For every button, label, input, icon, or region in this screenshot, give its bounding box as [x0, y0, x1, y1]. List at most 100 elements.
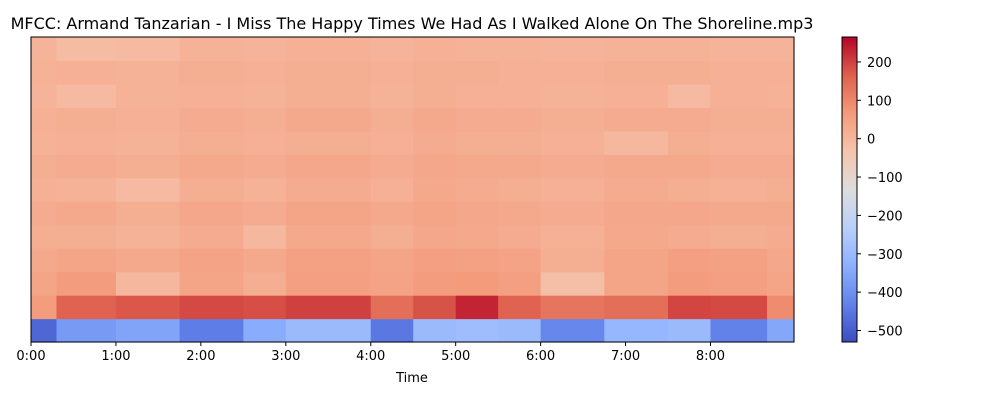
heatmap-cell: [31, 130, 58, 155]
heatmap-cell: [413, 60, 457, 85]
heatmap-cell: [604, 271, 669, 296]
heatmap-cell: [179, 201, 244, 226]
heatmap-cell: [285, 271, 372, 296]
heatmap-cell: [285, 177, 372, 202]
plot-frame: [30, 36, 795, 343]
heatmap-cell: [179, 83, 244, 108]
heatmap-cell: [31, 271, 58, 296]
colorbar: [841, 36, 858, 343]
heatmap-cell: [179, 177, 244, 202]
heatmap-cell: [498, 248, 542, 273]
heatmap-cell: [285, 154, 372, 179]
heatmap-cell: [668, 318, 712, 343]
heatmap-cell: [243, 224, 287, 249]
heatmap-cell: [56, 177, 117, 202]
heatmap-cell: [243, 130, 287, 155]
heatmap-cell: [285, 248, 372, 273]
heatmap-cell: [370, 295, 414, 320]
heatmap-cell: [370, 177, 414, 202]
heatmap-cell: [710, 37, 768, 62]
heatmap-cell: [767, 271, 795, 296]
heatmap-cell: [31, 295, 58, 320]
heatmap-cell: [498, 224, 542, 249]
heatmap-cell: [604, 224, 669, 249]
heatmap-cell: [604, 107, 669, 132]
heatmap-cell: [243, 248, 287, 273]
heatmap-cell: [498, 295, 542, 320]
heatmap-cell: [285, 60, 372, 85]
heatmap-cell: [179, 318, 244, 343]
heatmap-cell: [179, 295, 244, 320]
heatmap-cell: [56, 107, 117, 132]
heatmap-cell: [31, 318, 58, 343]
heatmap-cell: [285, 295, 372, 320]
heatmap-cell: [668, 224, 712, 249]
heatmap-cell: [243, 271, 287, 296]
heatmap-cell: [540, 154, 605, 179]
heatmap-cell: [710, 130, 768, 155]
heatmap-cell: [413, 177, 457, 202]
heatmap-cell: [455, 177, 499, 202]
heatmap-cell: [413, 130, 457, 155]
heatmap-cell: [413, 248, 457, 273]
heatmap-cell: [710, 295, 768, 320]
heatmap-cell: [413, 154, 457, 179]
heatmap-cell: [710, 177, 768, 202]
heatmap-cell: [455, 248, 499, 273]
heatmap-cell: [455, 83, 499, 108]
heatmap-cell: [370, 201, 414, 226]
heatmap-cell: [540, 83, 605, 108]
heatmap-cell: [540, 37, 605, 62]
heatmap-cell: [56, 201, 117, 226]
heatmap-cell: [498, 37, 542, 62]
heatmap-cell: [115, 37, 181, 62]
heatmap-cell: [540, 224, 605, 249]
heatmap-cell: [115, 248, 181, 273]
heatmap-cell: [767, 83, 795, 108]
heatmap: [31, 37, 795, 343]
heatmap-cell: [31, 177, 58, 202]
heatmap-cell: [31, 224, 58, 249]
heatmap-cell: [498, 271, 542, 296]
heatmap-cell: [285, 107, 372, 132]
heatmap-cell: [285, 224, 372, 249]
heatmap-cell: [604, 37, 669, 62]
x-tick-label: 6:00: [526, 349, 555, 364]
heatmap-cell: [413, 37, 457, 62]
heatmap-cell: [413, 224, 457, 249]
heatmap-cell: [455, 318, 499, 343]
heatmap-cell: [179, 154, 244, 179]
x-tick-label: 7:00: [611, 349, 640, 364]
heatmap-cell: [115, 224, 181, 249]
heatmap-cell: [710, 224, 768, 249]
heatmap-cell: [767, 177, 795, 202]
heatmap-cell: [243, 83, 287, 108]
heatmap-cell: [498, 154, 542, 179]
heatmap-cell: [455, 130, 499, 155]
heatmap-cell: [604, 177, 669, 202]
heatmap-cell: [455, 107, 499, 132]
heatmap-cell: [370, 107, 414, 132]
heatmap-cell: [179, 107, 244, 132]
heatmap-cell: [455, 295, 499, 320]
heatmap-cell: [498, 107, 542, 132]
heatmap-cell: [668, 177, 712, 202]
heatmap-cell: [56, 248, 117, 273]
heatmap-cell: [370, 224, 414, 249]
heatmap-cell: [31, 37, 58, 62]
heatmap-cell: [56, 130, 117, 155]
heatmap-cell: [243, 295, 287, 320]
x-tick-label: 5:00: [441, 349, 470, 364]
heatmap-cell: [413, 83, 457, 108]
heatmap-cell: [455, 271, 499, 296]
heatmap-cell: [498, 318, 542, 343]
heatmap-cell: [56, 318, 117, 343]
heatmap-cell: [413, 271, 457, 296]
heatmap-cell: [370, 130, 414, 155]
heatmap-cell: [115, 271, 181, 296]
heatmap-cell: [668, 130, 712, 155]
heatmap-cell: [767, 201, 795, 226]
heatmap-cell: [455, 224, 499, 249]
heatmap-cell: [115, 60, 181, 85]
colorbar-tick-label: 100: [867, 94, 892, 109]
